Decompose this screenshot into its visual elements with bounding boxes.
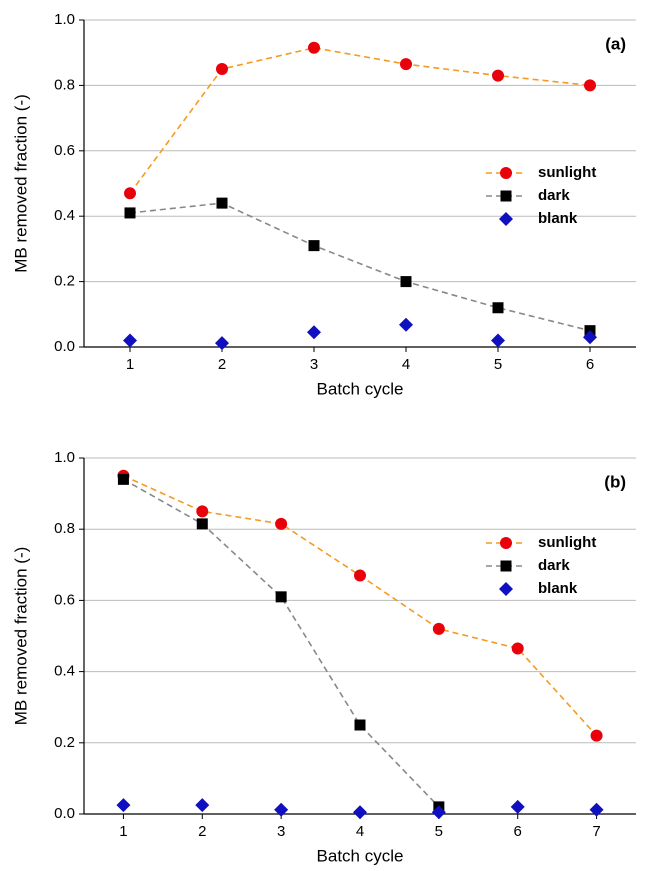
legend-label: dark: [538, 187, 570, 204]
legend-marker: [499, 582, 513, 596]
annotation: (b): [604, 472, 626, 491]
legend-marker: [500, 537, 512, 549]
y-tick-label: 0.4: [54, 207, 75, 224]
x-tick-label: 2: [218, 356, 226, 373]
marker: [308, 240, 320, 252]
x-tick-label: 6: [586, 356, 594, 373]
marker: [492, 69, 504, 82]
y-tick-label: 0.0: [54, 338, 75, 355]
y-tick-label: 0.2: [54, 273, 75, 290]
x-axis-label: Batch cycle: [317, 379, 404, 398]
marker: [354, 569, 366, 582]
x-tick-label: 1: [126, 356, 134, 373]
y-tick-label: 0.8: [54, 520, 75, 537]
legend-label: dark: [538, 557, 570, 574]
marker: [116, 798, 131, 813]
marker: [123, 333, 137, 348]
marker: [510, 799, 525, 814]
legend-label: blank: [538, 210, 578, 227]
y-tick-label: 0.8: [54, 76, 75, 93]
y-tick-label: 0.2: [54, 734, 75, 751]
y-axis-label: MB removed fraction (-): [11, 94, 30, 273]
marker: [354, 719, 366, 731]
legend-marker: [500, 560, 512, 572]
x-tick-label: 3: [277, 823, 285, 840]
marker: [307, 325, 321, 340]
y-tick-label: 1.0: [54, 11, 75, 28]
marker: [431, 805, 446, 820]
annotation: (a): [605, 34, 626, 53]
x-tick-label: 2: [198, 823, 206, 840]
series-line: [129, 46, 591, 194]
marker: [215, 336, 229, 351]
x-tick-label: 4: [356, 823, 364, 840]
marker: [124, 207, 136, 219]
x-tick-label: 3: [310, 356, 318, 373]
marker: [196, 518, 208, 530]
marker: [308, 41, 320, 54]
marker: [584, 79, 596, 92]
legend-label: sunlight: [538, 534, 596, 551]
series-line: [129, 202, 591, 332]
x-axis-label: Batch cycle: [317, 846, 404, 865]
marker: [432, 622, 445, 635]
marker: [117, 473, 129, 485]
marker: [590, 729, 603, 742]
marker: [216, 63, 228, 76]
marker: [400, 58, 412, 71]
marker: [195, 798, 210, 813]
legend-label: sunlight: [538, 164, 596, 181]
marker: [353, 805, 367, 820]
marker: [274, 802, 289, 817]
marker: [399, 317, 413, 332]
x-tick-label: 5: [494, 356, 502, 373]
legend-marker: [500, 167, 512, 179]
marker: [196, 505, 209, 518]
x-tick-label: 7: [592, 823, 600, 840]
legend-label: blank: [538, 580, 578, 597]
y-tick-label: 0.6: [54, 591, 75, 608]
x-tick-label: 1: [119, 823, 127, 840]
marker: [275, 591, 287, 603]
legend-marker: [499, 212, 513, 226]
marker: [275, 517, 288, 530]
y-tick-label: 0.0: [54, 805, 75, 822]
marker: [400, 276, 412, 288]
y-tick-label: 0.4: [54, 663, 75, 680]
x-tick-label: 5: [435, 823, 443, 840]
marker: [589, 802, 604, 817]
marker: [216, 197, 228, 209]
series-line: [123, 475, 598, 737]
marker: [492, 302, 504, 314]
series-line: [123, 478, 440, 808]
y-tick-label: 0.6: [54, 142, 75, 159]
marker: [511, 642, 524, 655]
marker: [124, 187, 136, 200]
marker: [491, 333, 505, 348]
marker: [583, 330, 597, 345]
legend-marker: [500, 190, 512, 202]
x-tick-label: 4: [402, 356, 410, 373]
y-axis-label: MB removed fraction (-): [11, 547, 30, 726]
y-tick-label: 1.0: [54, 449, 75, 466]
x-tick-label: 6: [514, 823, 522, 840]
